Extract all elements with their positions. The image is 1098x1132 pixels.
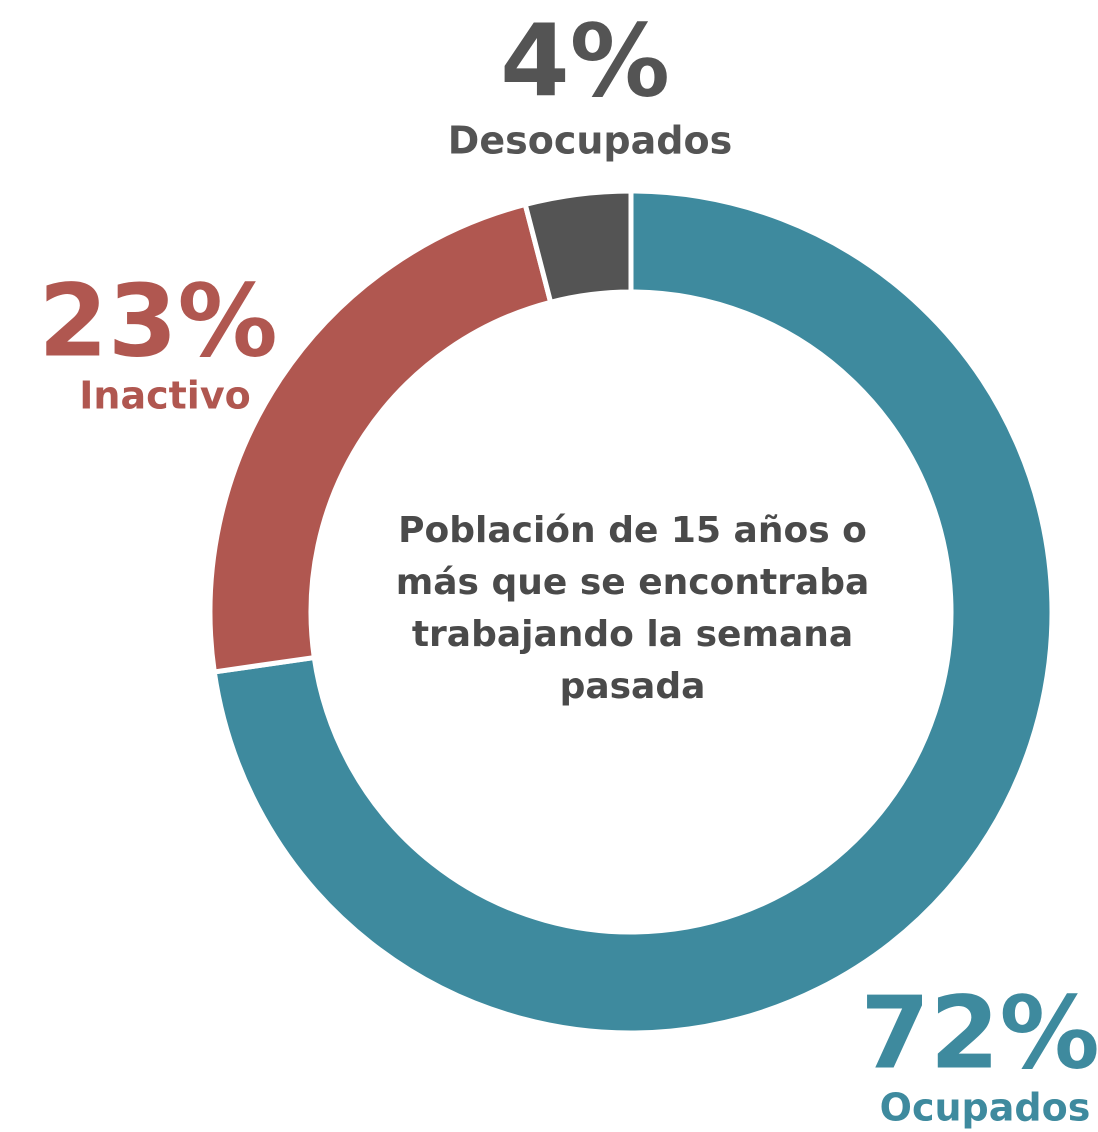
category-label: Ocupados [880, 1086, 1091, 1130]
category-label: Inactivo [79, 374, 250, 418]
value-label: 4% [500, 2, 670, 119]
donut-slice [522, 188, 634, 306]
donut-slice [211, 188, 1055, 1036]
value-label: 23% [38, 262, 277, 379]
center-text: Población de 15 años o más que se encont… [395, 510, 870, 707]
value-label: 72% [860, 974, 1098, 1091]
category-label: Desocupados [448, 119, 732, 163]
